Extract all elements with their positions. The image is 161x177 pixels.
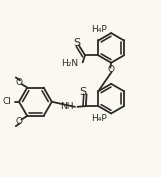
Text: H₂N: H₂N xyxy=(61,59,78,68)
Text: H₄P: H₄P xyxy=(91,25,107,34)
Text: Cl: Cl xyxy=(2,97,11,106)
Text: O: O xyxy=(108,65,115,74)
Text: NH: NH xyxy=(61,102,74,111)
Text: S: S xyxy=(73,38,80,48)
Text: H₄P: H₄P xyxy=(91,114,107,123)
Text: O: O xyxy=(15,78,22,87)
Text: O: O xyxy=(15,117,22,126)
Text: S: S xyxy=(79,87,86,97)
